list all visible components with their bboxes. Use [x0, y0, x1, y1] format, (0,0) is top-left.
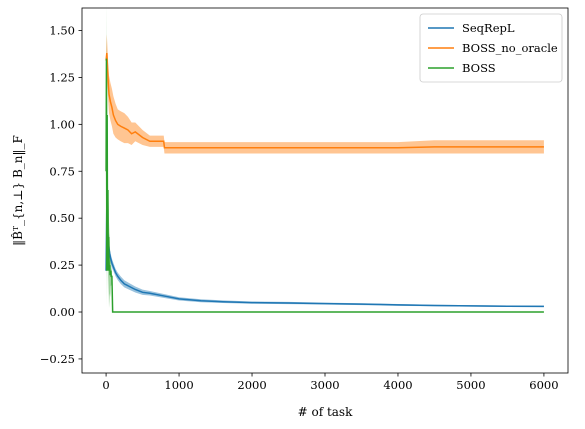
- x-tick-label: 1000: [164, 378, 193, 392]
- legend: SeqRepL BOSS_no_oracle BOSS: [419, 13, 563, 83]
- y-tick-label: 0.50: [49, 211, 75, 225]
- x-tick-label: 0: [102, 378, 109, 392]
- x-tick-label: 2000: [237, 378, 266, 392]
- y-tick-label: 0.00: [49, 305, 75, 319]
- y-tick-label: 0.75: [49, 164, 75, 178]
- legend-label: SeqRepL: [462, 21, 515, 35]
- legend-box: [419, 13, 563, 83]
- series-lines: [105, 52, 544, 313]
- x-tick-label: 4000: [383, 378, 412, 392]
- y-tick-label: 1.00: [49, 117, 75, 131]
- x-axis-label: # of task: [298, 405, 353, 419]
- x-tick-label: 5000: [456, 378, 485, 392]
- line-boss-no-oracle: [105, 52, 544, 149]
- legend-label: BOSS: [462, 61, 496, 75]
- y-tick-label: 1.50: [49, 24, 75, 38]
- band-seqrepl: [106, 193, 544, 308]
- line-boss: [105, 58, 544, 313]
- line-seqrepl: [105, 203, 544, 308]
- x-tick-label: 6000: [529, 378, 558, 392]
- legend-label: BOSS_no_oracle: [462, 41, 558, 55]
- y-axis-ticks: −0.25 0.00 0.25 0.50 0.75 1.00 1.25 1.50: [40, 24, 82, 366]
- y-tick-label: 1.25: [49, 70, 75, 84]
- y-tick-label: −0.25: [40, 352, 75, 366]
- y-tick-label: 0.25: [49, 258, 75, 272]
- x-tick-label: 3000: [310, 378, 339, 392]
- y-axis-label: ‖B̂ᵀ_{n,⊥} B_n‖_F: [10, 135, 25, 246]
- x-axis-ticks: 0 1000 2000 3000 4000 5000 6000: [102, 373, 559, 392]
